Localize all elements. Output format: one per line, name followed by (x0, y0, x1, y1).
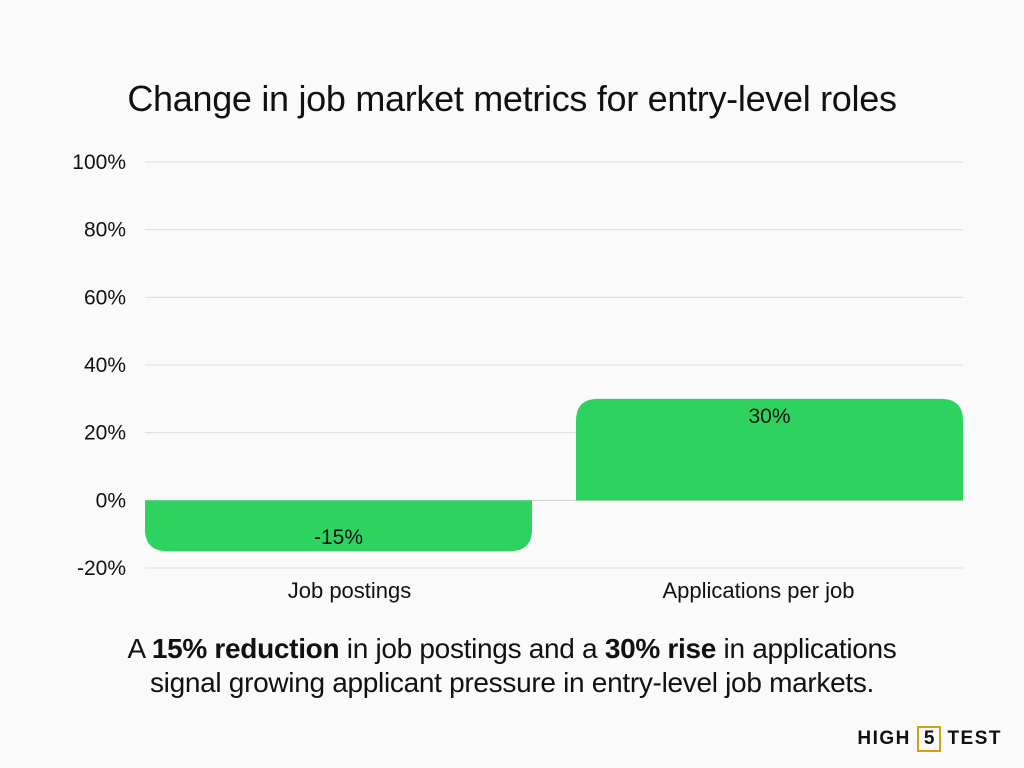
logo-text-high: HIGH (857, 728, 911, 749)
y-tick-label: -20% (77, 557, 126, 580)
y-tick-label: 0% (96, 489, 126, 512)
logo-five-box: 5 (916, 726, 942, 752)
caption-line-1: A 15% reduction in job postings and a 30… (127, 633, 897, 664)
chart-caption: A 15% reduction in job postings and a 30… (0, 632, 1024, 700)
chart-title: Change in job market metrics for entry-l… (127, 78, 897, 119)
x-axis-categories: Job postings Applications per job (288, 578, 855, 603)
y-tick-label: 40% (84, 354, 126, 377)
bar-chart: 100% 80% 60% 40% 20% 0% -20% -15% 30% Job posti… (72, 151, 963, 603)
caption-highlight-rise: 30% rise (604, 633, 717, 664)
bars (145, 398, 963, 552)
caption-highlight-reduction: 15% reduction (151, 633, 340, 664)
caption-line-2: signal growing applicant pressure in ent… (149, 667, 875, 698)
brand-logo: HIGH 5 TEST (857, 726, 1002, 752)
y-axis-ticks: 100% 80% 60% 40% 20% 0% -20% (72, 151, 126, 580)
y-tick-label: 20% (84, 422, 126, 445)
y-tick-label: 100% (72, 151, 126, 174)
bar-value-label: -15% (314, 526, 363, 549)
y-tick-label: 60% (84, 286, 126, 309)
y-tick-label: 80% (84, 219, 126, 242)
bar-0 (145, 500, 532, 552)
logo-text-test: TEST (947, 728, 1002, 749)
bar-1 (576, 398, 963, 501)
bar-value-label: 30% (748, 405, 790, 428)
data-labels: -15% 30% (314, 405, 791, 549)
x-category-label: Job postings (288, 578, 412, 603)
x-category-label: Applications per job (662, 578, 854, 603)
